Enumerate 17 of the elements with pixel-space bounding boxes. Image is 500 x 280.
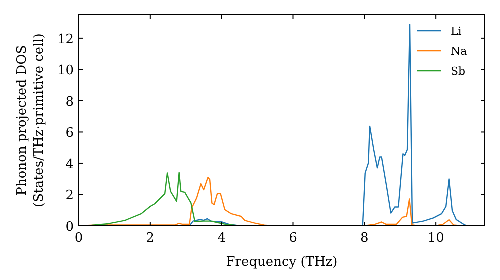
legend-label: Sb	[451, 65, 466, 78]
y-tick-label: 8	[66, 94, 74, 110]
y-tick-label: 2	[66, 188, 74, 204]
x-tick-label: 6	[289, 231, 298, 246]
legend-label: Li	[451, 25, 462, 38]
y-tick-label: 0	[66, 220, 74, 235]
y-tick-label: 12	[57, 32, 74, 48]
x-tick-label: 8	[360, 231, 369, 246]
x-tick-label: 10	[428, 231, 444, 246]
x-tick-label: 4	[218, 231, 226, 246]
y-tick-label: 4	[66, 157, 74, 172]
y-axis-title: Phonon projected DOS (States/THz·primitive cell)	[15, 33, 47, 208]
x-axis-title: Frequency (THz)	[226, 255, 338, 270]
y-tick-label: 6	[66, 126, 74, 142]
y-tick-label: 10	[57, 64, 74, 79]
x-tick-label: 2	[146, 231, 155, 246]
legend-label: Na	[451, 45, 468, 58]
